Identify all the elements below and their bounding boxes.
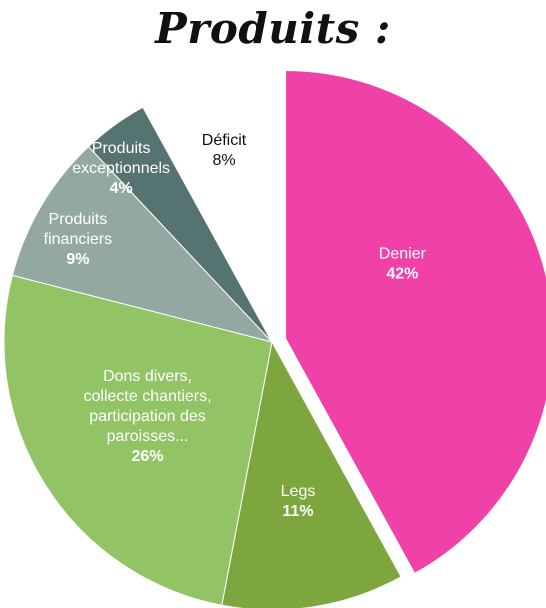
slice-value-4: 4% xyxy=(110,180,133,197)
slice-value-1: 11% xyxy=(282,503,313,520)
slice-label-3: Produits financiers 9% xyxy=(44,211,112,268)
pie-slice-3 xyxy=(11,145,274,343)
slice-label-0: Denier 42% xyxy=(379,246,427,283)
pie-slices xyxy=(3,70,546,608)
slice-label-1: Legs 11% xyxy=(281,483,316,520)
chart-title: Produits : xyxy=(155,4,391,53)
pie-slice-1 xyxy=(221,340,402,608)
pie-slice-2 xyxy=(3,274,273,606)
pie-labels: Denier 42% Legs 11% Dons divers, collecte cha… xyxy=(44,132,427,520)
slice-label-5: Déficit 8% xyxy=(202,132,247,169)
slice-value-2: 26% xyxy=(132,448,164,465)
slice-value-3: 9% xyxy=(66,251,89,268)
pie-slice-5 xyxy=(142,73,273,343)
slice-value-5: 8% xyxy=(212,152,235,169)
slice-label-2: Dons divers, collecte chantiers, participa… xyxy=(84,368,212,465)
slice-label-4: Produits exceptionnels 4% xyxy=(72,140,170,197)
pie-slice-0 xyxy=(285,70,546,575)
slice-value-0: 42% xyxy=(386,266,418,283)
